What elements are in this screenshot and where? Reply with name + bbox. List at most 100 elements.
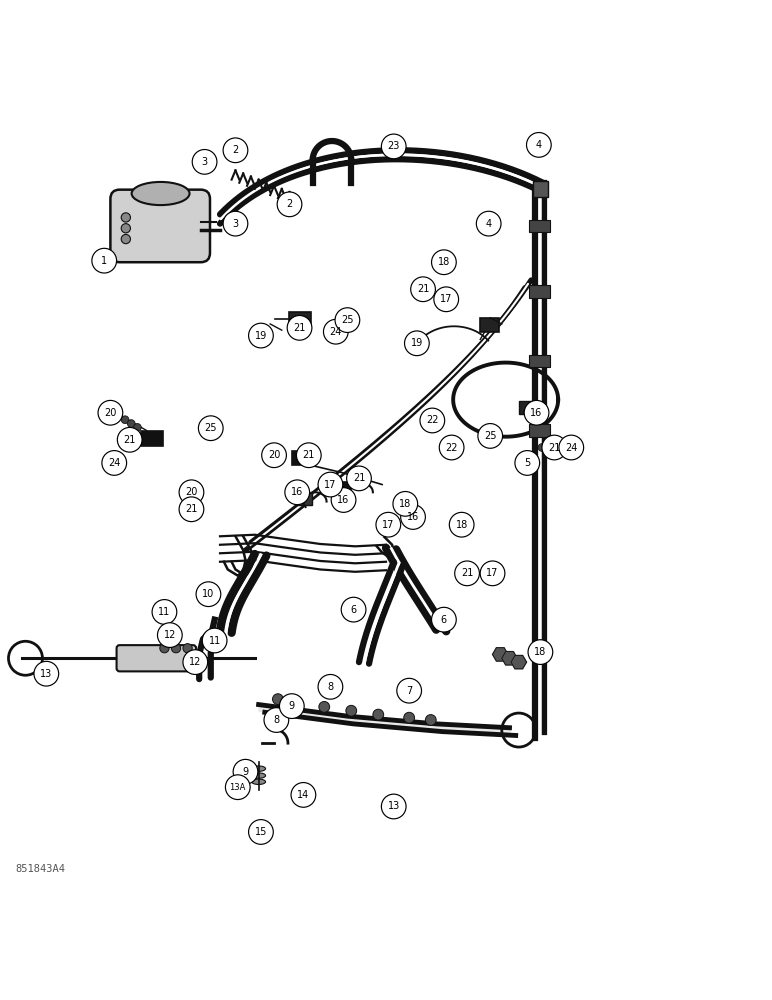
Circle shape [420,408,445,433]
Circle shape [347,466,371,491]
Circle shape [405,331,429,356]
Text: 24: 24 [330,327,342,337]
Circle shape [319,701,330,712]
Text: 6: 6 [350,605,357,615]
Circle shape [134,424,141,431]
Bar [519,401,536,414]
Text: 4: 4 [486,219,492,229]
Circle shape [480,561,505,586]
Text: 6: 6 [441,615,447,625]
Circle shape [179,480,204,505]
Circle shape [318,472,343,497]
Circle shape [152,600,177,624]
Circle shape [223,211,248,236]
Text: 21: 21 [461,568,473,578]
Text: 11: 11 [158,607,171,617]
Text: 16: 16 [407,512,419,522]
Circle shape [277,192,302,217]
Text: 13: 13 [388,801,400,811]
Text: 20: 20 [104,408,117,418]
Circle shape [524,400,549,425]
Bar [332,482,351,496]
Circle shape [183,650,208,674]
Circle shape [341,597,366,622]
Text: 19: 19 [411,338,423,348]
Circle shape [335,308,360,332]
Text: 8: 8 [273,715,279,725]
Circle shape [538,444,546,451]
Circle shape [179,497,204,522]
Text: 13A: 13A [229,783,246,792]
Text: 2: 2 [286,199,293,209]
Circle shape [171,644,181,653]
Text: 10: 10 [202,589,215,599]
Bar [480,318,499,332]
Text: 20: 20 [185,487,198,497]
Circle shape [542,435,567,460]
Text: 25: 25 [341,315,354,325]
Ellipse shape [131,182,189,205]
Ellipse shape [252,766,266,771]
Circle shape [381,794,406,819]
FancyBboxPatch shape [117,645,196,671]
Text: 16: 16 [337,495,350,505]
Circle shape [279,694,304,718]
Text: 17: 17 [324,480,337,490]
Bar [295,493,312,505]
Text: 15: 15 [255,827,267,837]
Text: 14: 14 [297,790,310,800]
Circle shape [225,775,250,800]
Circle shape [192,150,217,174]
Bar [556,440,579,455]
Circle shape [397,678,422,703]
Text: 17: 17 [486,568,499,578]
Text: 9: 9 [289,701,295,711]
Text: 18: 18 [399,499,411,509]
Bar [290,312,311,326]
Circle shape [296,443,321,468]
Text: 11: 11 [208,636,221,646]
Circle shape [160,644,169,653]
Circle shape [528,640,553,664]
Circle shape [476,211,501,236]
Text: 21: 21 [303,450,315,460]
Text: 21: 21 [185,504,198,514]
Ellipse shape [252,773,266,778]
Circle shape [98,400,123,425]
Circle shape [515,451,540,475]
Polygon shape [511,655,527,669]
Bar [533,181,548,197]
Circle shape [373,709,384,720]
Text: 25: 25 [484,431,496,441]
Circle shape [455,561,479,586]
Text: 25: 25 [205,423,217,433]
Text: 7: 7 [406,686,412,696]
Circle shape [121,213,130,222]
Circle shape [439,435,464,460]
Circle shape [318,674,343,699]
Text: 21: 21 [417,284,429,294]
Circle shape [449,512,474,537]
Circle shape [117,427,142,452]
Text: 17: 17 [382,520,394,530]
Text: 4: 4 [536,140,542,150]
Circle shape [292,697,303,708]
Bar [529,285,550,298]
Circle shape [411,277,435,302]
Text: 23: 23 [388,141,400,151]
Text: 17: 17 [440,294,452,304]
Bar [529,220,550,232]
Text: 22: 22 [445,443,458,453]
Text: 18: 18 [455,520,468,530]
Circle shape [323,319,348,344]
Circle shape [285,480,310,505]
Circle shape [381,134,406,159]
Circle shape [121,234,130,244]
Polygon shape [493,648,508,661]
Text: 1: 1 [101,256,107,266]
Text: 3: 3 [201,157,208,167]
Circle shape [127,420,135,427]
Circle shape [102,451,127,475]
Circle shape [544,445,552,453]
Ellipse shape [252,779,266,784]
